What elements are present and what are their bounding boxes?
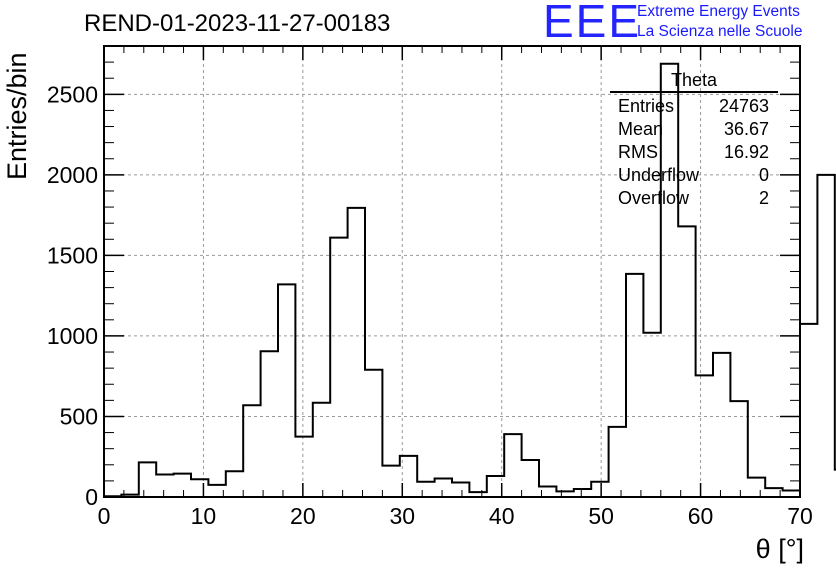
stats-row-rms: RMS 16.92 bbox=[610, 141, 778, 164]
stats-row-mean: Mean 36.67 bbox=[610, 118, 778, 141]
x-tick-label: 60 bbox=[688, 503, 714, 529]
grid-lines bbox=[104, 46, 800, 497]
x-tick-label: 40 bbox=[489, 503, 515, 529]
stats-value: 24763 bbox=[718, 96, 769, 116]
logo-line-2: La Scienza nelle Scuole bbox=[637, 23, 803, 40]
stats-value: 36.67 bbox=[723, 119, 769, 139]
chart-title: REND-01-2023-11-27-00183 bbox=[84, 10, 391, 37]
x-tick-label: 70 bbox=[787, 503, 813, 529]
x-tick-label: 20 bbox=[290, 503, 316, 529]
logo-caption: Extreme Energy Events La Scienza nelle S… bbox=[637, 2, 802, 42]
eee-logo: EEE bbox=[543, 0, 642, 47]
x-tick-label: 50 bbox=[588, 503, 614, 529]
y-tick-label: 1500 bbox=[47, 242, 98, 268]
stats-row-entries: Entries 24763 bbox=[610, 95, 778, 118]
histogram-series bbox=[103, 62, 836, 498]
stats-value: 2 bbox=[758, 188, 769, 208]
stats-label: RMS bbox=[618, 142, 658, 162]
stats-box: Theta Entries 24763 Mean 36.67 RMS 16.92… bbox=[610, 70, 778, 210]
stats-label: Underflow bbox=[618, 165, 700, 185]
y-tick-label: 500 bbox=[60, 403, 98, 429]
y-tick-label: 2000 bbox=[47, 162, 98, 188]
stats-label: Mean bbox=[618, 119, 664, 139]
stats-value: 0 bbox=[758, 165, 769, 185]
axis-ticks bbox=[103, 46, 801, 498]
stats-value: 16.92 bbox=[723, 142, 769, 162]
logo-line-1: Extreme Energy Events bbox=[637, 3, 800, 20]
x-tick-label: 0 bbox=[98, 503, 111, 529]
stats-label: Entries bbox=[618, 96, 675, 116]
x-tick-label: 30 bbox=[389, 503, 415, 529]
y-tick-label: 1000 bbox=[47, 323, 98, 349]
y-tick-label: 0 bbox=[85, 484, 98, 510]
stats-label: Overflow bbox=[618, 188, 690, 208]
stats-row-underflow: Underflow 0 bbox=[610, 164, 778, 187]
x-tick-label: 10 bbox=[191, 503, 217, 529]
stats-title: Theta bbox=[610, 70, 778, 93]
y-tick-label: 2500 bbox=[47, 81, 98, 107]
stats-row-overflow: Overflow 2 bbox=[610, 187, 778, 210]
y-axis-label: Entries/bin bbox=[2, 52, 32, 180]
x-axis-label: θ [°] bbox=[755, 534, 804, 564]
